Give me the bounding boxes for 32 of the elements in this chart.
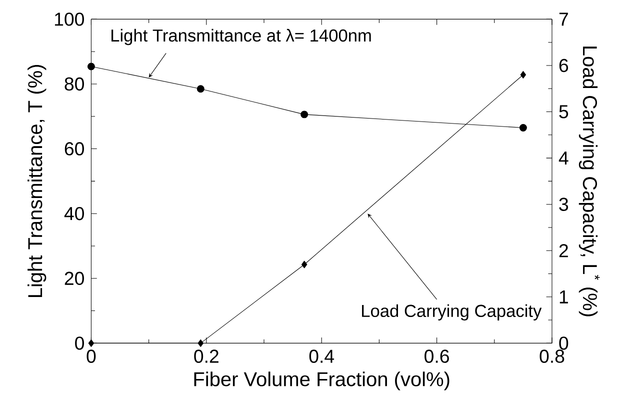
y2-tick-label: 4 bbox=[558, 152, 568, 164]
point bbox=[87, 62, 95, 70]
point bbox=[301, 260, 308, 268]
y2-tick-label: 2 bbox=[559, 244, 568, 258]
point bbox=[300, 110, 308, 118]
y2-tick-label: 3 bbox=[559, 198, 568, 211]
y-tick-label: 80 bbox=[64, 77, 84, 91]
y2-tick-label: 7 bbox=[559, 12, 568, 26]
annotation: Light Transmittance at λ= 1400nm bbox=[112, 28, 371, 46]
x-tick-label: 0 bbox=[86, 350, 96, 363]
y-tick-label: 60 bbox=[64, 142, 84, 156]
y2-axis-title: Load Carrying Capacity, L$^{*}$ (%) bbox=[578, 46, 600, 316]
y-tick-label: 0 bbox=[75, 336, 84, 350]
y2-tick-label: 5 bbox=[559, 105, 568, 118]
y-tick-label: 100 bbox=[54, 12, 84, 26]
point bbox=[520, 71, 526, 78]
y-tick-label: 40 bbox=[64, 206, 84, 220]
point bbox=[198, 339, 204, 347]
point bbox=[519, 124, 527, 132]
x-axis-title: Fiber Volume Fraction (vol%) bbox=[194, 372, 450, 390]
annotation: Load Carrying Capacity bbox=[362, 304, 542, 320]
point bbox=[88, 339, 94, 347]
x-tick-label: 0.8 bbox=[540, 350, 564, 363]
x-tick-label: 0.6 bbox=[424, 350, 449, 363]
y-axis-title: Light Transmittance, T (%) bbox=[28, 65, 46, 297]
y2-tick-label: 6 bbox=[559, 58, 568, 72]
x-tick-label: 0.4 bbox=[309, 350, 334, 363]
x-tick-label: 0.2 bbox=[194, 350, 218, 363]
y-tick-label: 20 bbox=[64, 272, 84, 285]
point bbox=[196, 85, 204, 93]
y2-tick-label: 1 bbox=[560, 290, 568, 304]
y2-tick-label: 0 bbox=[559, 336, 568, 350]
